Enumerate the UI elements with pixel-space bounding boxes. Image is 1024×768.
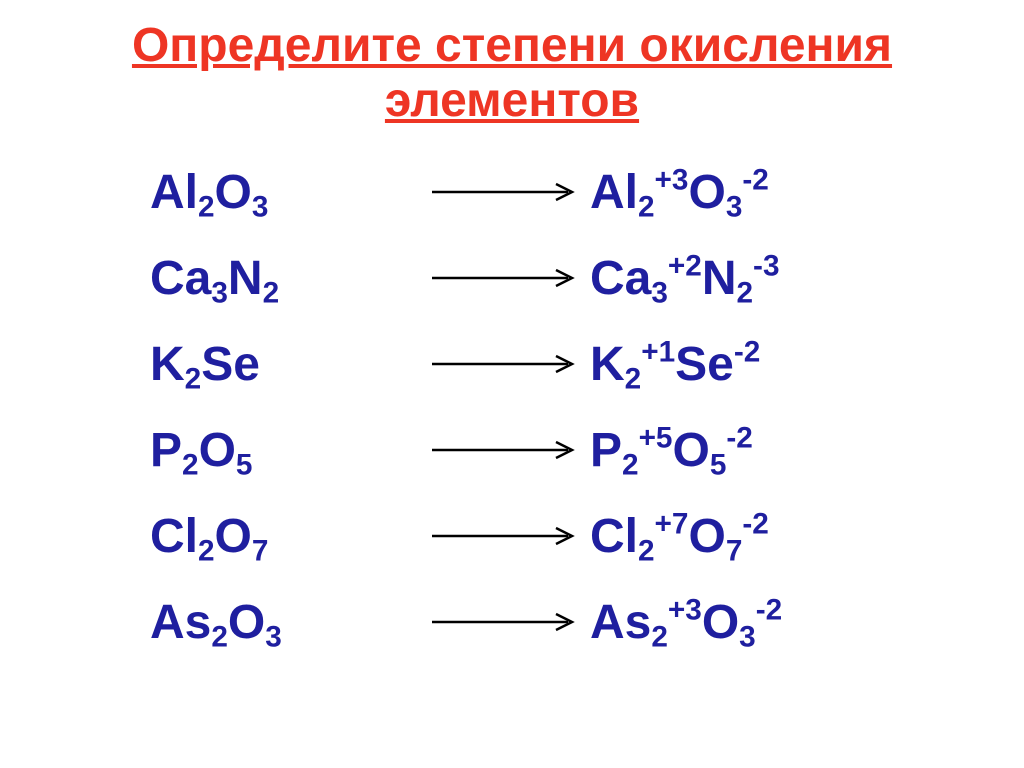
arrow-icon [430, 353, 580, 375]
arrow [420, 267, 590, 289]
arrow-icon [430, 267, 580, 289]
arrow [420, 525, 590, 547]
formula-left: Ca3N2 [150, 251, 420, 306]
formula-row: As2O3 As2+3O3-2 [150, 586, 1024, 658]
formula-row: K2Se K2+1Se-2 [150, 328, 1024, 400]
arrow-icon [430, 439, 580, 461]
arrow [420, 611, 590, 633]
formula-left: P2O5 [150, 423, 420, 478]
title-line1: Определите степени окисления [132, 19, 892, 72]
formula-right: As2+3O3-2 [590, 595, 782, 650]
slide: Определите степени окисления элементов A… [0, 0, 1024, 768]
arrow [420, 181, 590, 203]
formula-left: Al2O3 [150, 165, 420, 220]
arrow-icon [430, 611, 580, 633]
formula-right: P2+5O5-2 [590, 423, 753, 478]
slide-title: Определите степени окисления элементов [0, 18, 1024, 128]
formula-right: Al2+3O3-2 [590, 165, 769, 220]
arrow [420, 353, 590, 375]
formula-rows: Al2O3 Al2+3O3-2 Ca3N2 Ca3+2N2-3 K2Se K2+1Se-2… [0, 156, 1024, 658]
formula-left: As2O3 [150, 595, 420, 650]
title-line2: элементов [385, 74, 639, 127]
formula-row: Cl2O7 Cl2+7O7-2 [150, 500, 1024, 572]
formula-row: P2O5 P2+5O5-2 [150, 414, 1024, 486]
formula-row: Ca3N2 Ca3+2N2-3 [150, 242, 1024, 314]
arrow [420, 439, 590, 461]
formula-right: Ca3+2N2-3 [590, 251, 780, 306]
arrow-icon [430, 181, 580, 203]
arrow-icon [430, 525, 580, 547]
formula-left: Cl2O7 [150, 509, 420, 564]
formula-left: K2Se [150, 337, 420, 392]
formula-right: Cl2+7O7-2 [590, 509, 769, 564]
formula-row: Al2O3 Al2+3O3-2 [150, 156, 1024, 228]
formula-right: K2+1Se-2 [590, 337, 760, 392]
